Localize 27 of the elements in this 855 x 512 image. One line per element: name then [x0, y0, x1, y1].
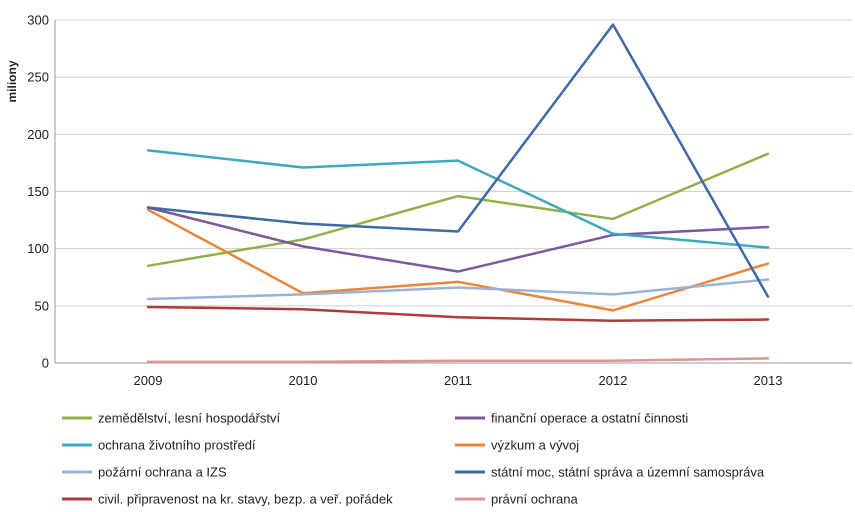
- y-tick-label: 50: [34, 298, 49, 314]
- line-series: [146, 23, 770, 298]
- legend-label: výzkum a vývoj: [491, 438, 580, 453]
- legend-label: zemědělství, lesní hospodářství: [98, 410, 280, 426]
- y-tick-label: 300: [27, 12, 49, 28]
- x-tick-label: 2010: [288, 373, 318, 388]
- line-series: [146, 278, 770, 300]
- line-series: [146, 152, 770, 268]
- legend-label: požární ochrana a IZS: [98, 464, 227, 480]
- y-tick-label: 150: [27, 184, 49, 200]
- x-tick-label: 2013: [754, 373, 782, 388]
- legend-label: finanční operace a ostatní činnosti: [491, 410, 688, 426]
- x-tick-label: 2012: [598, 373, 628, 388]
- x-tick-label: 2011: [444, 373, 472, 388]
- y-tick-label: 0: [42, 356, 49, 371]
- legend-label: právní ochrana: [491, 492, 578, 507]
- legend-label: státní moc, státní správa a územní samospráva: [491, 464, 765, 480]
- line-series: [146, 208, 770, 312]
- x-tick-label: 2009: [134, 373, 162, 388]
- legend-label: ochrana životního prostředí: [98, 438, 256, 453]
- y-axis-title: miliony: [5, 60, 19, 103]
- y-tick-label: 200: [27, 126, 49, 142]
- legend-label: civil. připravenost na kr. stavy, bezp. a veř. pořádek: [98, 492, 394, 507]
- line-series: [146, 306, 770, 322]
- line-series: [146, 149, 770, 249]
- y-tick-label: 100: [27, 241, 49, 256]
- y-tick-label: 250: [27, 70, 49, 85]
